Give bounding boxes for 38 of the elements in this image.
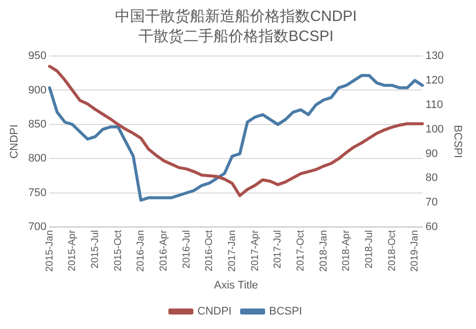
chart-subtitle: 干散货二手船价格指数BCSPI (138, 28, 334, 46)
x-tick-label: 2015-Jan (44, 230, 56, 272)
y2-tick-label: 70 (425, 196, 438, 209)
y2-tick-label: 60 (425, 221, 438, 234)
y2-tick-label: 110 (425, 98, 443, 111)
x-tick-label: 2015-Jul (90, 230, 101, 268)
legend-label: BCSPI (269, 306, 302, 318)
x-tick-label: 2019-Jan (410, 230, 421, 272)
y-tick-label: 750 (28, 186, 47, 199)
x-tick-label: 2018-Apr (341, 229, 352, 272)
y-axis-title: CNDPI (8, 124, 21, 159)
legend-label: CNDPI (197, 306, 232, 318)
x-tick-label: 2016-Jan (136, 230, 147, 272)
x-tick-label: 2015-Apr (67, 229, 78, 272)
x-tick-label: 2015-Oct (112, 230, 124, 272)
x-tick-label: 2016-Jul (181, 230, 192, 268)
x-axis-title: Axis Title (214, 279, 258, 292)
y2-tick-label: 80 (425, 172, 438, 184)
x-tick-label: 2018-Jan (318, 230, 330, 272)
y-tick-label: 900 (28, 84, 47, 96)
y2-tick-label: 130 (425, 50, 444, 62)
x-tick-label: 2018-Jul (364, 230, 375, 268)
x-tick-label: 2017-Apr (250, 229, 261, 272)
x-tick-label: 2016-Oct (204, 230, 216, 272)
x-tick-label: 2017-Oct (295, 230, 306, 272)
y2-tick-label: 100 (425, 123, 444, 136)
x-tick-label: 2018-Oct (386, 230, 398, 272)
y-tick-label: 800 (28, 152, 47, 165)
x-tick-label: 2016-Apr (158, 229, 170, 272)
chart-title: 中国干散货船新造船价格指数CNDPI (115, 8, 357, 26)
y2-tick-label: 90 (425, 148, 438, 160)
y2-axis-title: BCSPI (451, 125, 464, 158)
y-tick-label: 700 (28, 221, 47, 234)
y-tick-label: 950 (28, 50, 47, 62)
x-tick-label: 2017-Jan (226, 230, 238, 272)
y-tick-label: 850 (28, 118, 47, 130)
y2-tick-label: 120 (425, 74, 444, 86)
x-tick-label: 2017-Jul (272, 230, 284, 268)
